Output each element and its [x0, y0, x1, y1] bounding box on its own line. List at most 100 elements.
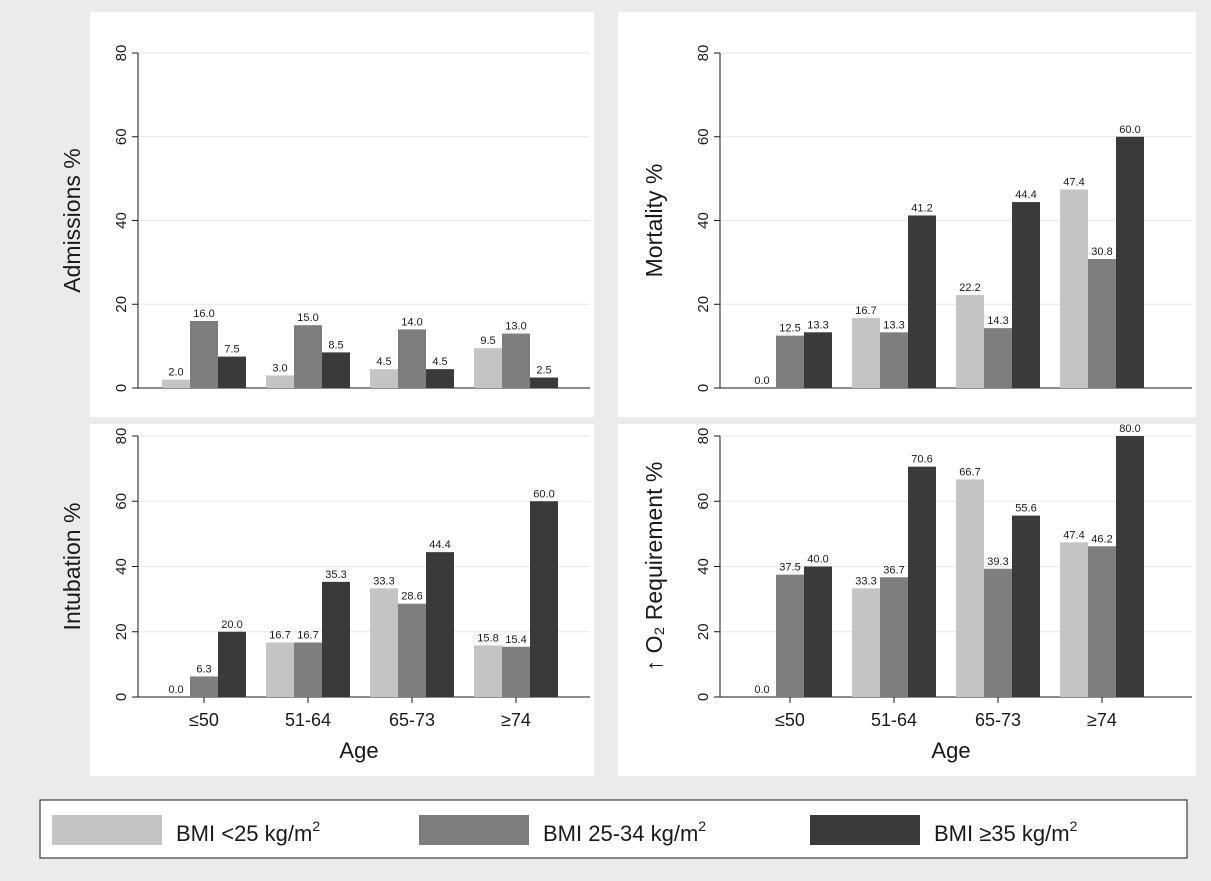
bar	[1012, 202, 1040, 388]
bar	[322, 352, 350, 388]
bar-data-label: 15.0	[297, 312, 318, 324]
bar	[266, 375, 294, 388]
legend-label: BMI ≥35 kg/m2	[934, 818, 1078, 846]
bar-data-label: 4.5	[376, 356, 391, 368]
bar-data-label: 33.3	[855, 575, 876, 587]
bar	[956, 295, 984, 388]
bar-data-label: 12.5	[779, 323, 800, 335]
bar-data-label: 16.7	[269, 630, 290, 642]
bar-data-label: 60.0	[1119, 124, 1140, 136]
bar-data-label: 2.5	[536, 365, 551, 377]
bar-data-label: 35.3	[325, 569, 346, 581]
bar-data-label: 66.7	[959, 466, 980, 478]
chart-panel-3: 0 20 40 60 80 Intubation % 0.0 6.3 20.0 ≤50 16.7 16…	[59, 424, 594, 776]
x-tick-label: 65-73	[389, 710, 435, 730]
bar-data-label: 16.7	[297, 630, 318, 642]
x-tick-label: 51-64	[285, 710, 331, 730]
x-tick-label: ≥74	[501, 710, 531, 730]
bar-data-label: 36.7	[883, 564, 904, 576]
bar	[1088, 546, 1116, 697]
legend-label: BMI 25-34 kg/m2	[543, 818, 706, 846]
x-axis-label: Age	[339, 738, 378, 763]
bar-data-label: 39.3	[987, 556, 1008, 568]
legend-label: BMI <25 kg/m2	[176, 818, 320, 846]
bar	[880, 577, 908, 697]
bar	[474, 348, 502, 388]
bar	[776, 574, 804, 697]
bar	[852, 588, 880, 697]
x-tick-label: ≤50	[189, 710, 219, 730]
bar	[398, 603, 426, 697]
bar-data-label: 16.7	[855, 305, 876, 317]
bar	[370, 369, 398, 388]
y-tick-label: 0	[695, 384, 712, 392]
bar-data-label: 14.0	[401, 316, 422, 328]
bar	[190, 321, 218, 388]
bar-data-label: 41.2	[911, 202, 932, 214]
bar	[804, 332, 832, 388]
bar-data-label: 47.4	[1063, 177, 1084, 189]
bar-data-label: 60.0	[533, 488, 554, 500]
bar-data-label: 40.0	[807, 554, 828, 566]
bar-data-label: 6.3	[196, 663, 211, 675]
bar	[190, 676, 218, 697]
bar-data-label: 13.0	[505, 321, 526, 333]
y-tick-label: 20	[113, 296, 130, 313]
bar	[1060, 189, 1088, 388]
y-tick-label: 40	[113, 558, 130, 575]
bar	[266, 642, 294, 697]
bar-data-label: 13.3	[883, 319, 904, 331]
bar-data-label: 0.0	[754, 375, 769, 387]
bar	[1088, 259, 1116, 388]
y-tick-label: 0	[695, 693, 712, 701]
x-tick-label: ≥74	[1087, 710, 1117, 730]
y-tick-label: 20	[113, 623, 130, 640]
bar-data-label: 47.4	[1063, 529, 1084, 541]
bar	[908, 466, 936, 697]
bar-data-label: 55.6	[1015, 503, 1036, 515]
y-tick-label: 20	[695, 623, 712, 640]
y-tick-label: 0	[113, 693, 130, 701]
legend: BMI <25 kg/m2 BMI 25-34 kg/m2 BMI ≥35 kg/m…	[39, 799, 1188, 859]
x-tick-label: ≤50	[775, 710, 805, 730]
x-tick-label: 51-64	[871, 710, 917, 730]
bar-data-label: 16.0	[193, 308, 214, 320]
bar-data-label: 70.6	[911, 454, 932, 466]
legend-swatch	[419, 815, 529, 845]
bar-data-label: 8.5	[328, 339, 343, 351]
y-axis-label: ↑ O₂ Requirement %	[641, 462, 667, 672]
y-axis-label: Intubation %	[59, 503, 85, 631]
bar	[530, 377, 558, 388]
bar-data-label: 0.0	[754, 684, 769, 696]
bar	[1012, 515, 1040, 697]
x-tick-label: 65-73	[975, 710, 1021, 730]
legend-box	[39, 799, 1188, 859]
bar-data-label: 44.4	[429, 539, 450, 551]
bar	[426, 369, 454, 388]
y-axis-label: Mortality %	[641, 164, 667, 278]
bar-data-label: 15.8	[477, 632, 498, 644]
bar	[1116, 136, 1144, 388]
bar	[1060, 542, 1088, 697]
bar-data-label: 13.3	[807, 319, 828, 331]
bar-data-label: 20.0	[221, 619, 242, 631]
legend-swatch	[810, 815, 920, 845]
bar	[502, 333, 530, 388]
bar-data-label: 46.2	[1091, 533, 1112, 545]
bar-data-label: 30.8	[1091, 246, 1112, 258]
bar	[162, 379, 190, 388]
bar	[984, 568, 1012, 697]
bar-data-label: 37.5	[779, 562, 800, 574]
bar	[880, 332, 908, 388]
chart-panel-1: 0 20 40 60 80 Admissions % 2.0 16.0 7.5 3.0 15.0 8.…	[59, 12, 594, 417]
bar	[474, 645, 502, 697]
bar	[776, 335, 804, 388]
y-tick-label: 40	[695, 558, 712, 575]
y-tick-label: 60	[695, 493, 712, 510]
bar-data-label: 33.3	[373, 575, 394, 587]
y-tick-label: 80	[113, 428, 130, 445]
bar	[502, 646, 530, 697]
bar-data-label: 44.4	[1015, 189, 1036, 201]
